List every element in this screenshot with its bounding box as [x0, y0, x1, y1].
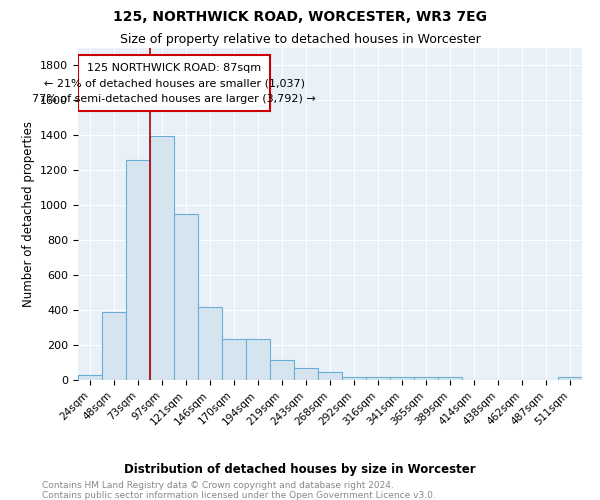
Bar [222, 339, 246, 380]
Bar [198, 308, 222, 380]
Text: 125 NORTHWICK ROAD: 87sqm
← 21% of detached houses are smaller (1,037)
77% of se: 125 NORTHWICK ROAD: 87sqm ← 21% of detac… [32, 63, 316, 104]
Y-axis label: Number of detached properties: Number of detached properties [22, 120, 35, 306]
Bar [102, 312, 126, 380]
Bar [270, 360, 294, 380]
Bar [558, 378, 582, 380]
Text: 125, NORTHWICK ROAD, WORCESTER, WR3 7EG: 125, NORTHWICK ROAD, WORCESTER, WR3 7EG [113, 10, 487, 24]
Text: Distribution of detached houses by size in Worcester: Distribution of detached houses by size … [124, 462, 476, 475]
Bar [150, 136, 174, 380]
Bar [126, 160, 150, 380]
Bar [342, 378, 366, 380]
FancyBboxPatch shape [78, 56, 270, 112]
Text: Contains HM Land Registry data © Crown copyright and database right 2024.
Contai: Contains HM Land Registry data © Crown c… [42, 481, 436, 500]
Bar [174, 214, 198, 380]
Text: Size of property relative to detached houses in Worcester: Size of property relative to detached ho… [119, 32, 481, 46]
Bar [294, 368, 318, 380]
Bar [318, 372, 342, 380]
Bar [246, 339, 270, 380]
Bar [414, 378, 438, 380]
Bar [390, 378, 414, 380]
Bar [366, 378, 390, 380]
Bar [78, 375, 102, 380]
Bar [438, 378, 462, 380]
